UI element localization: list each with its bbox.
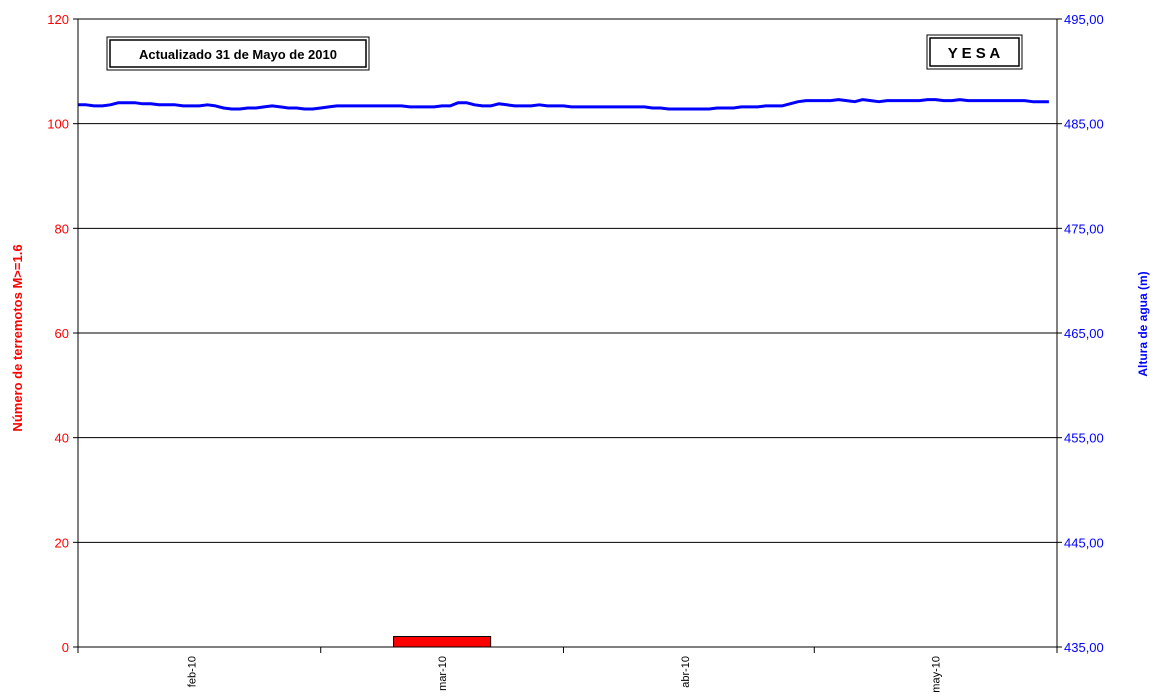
y-right-tick-label: 465,00: [1064, 326, 1104, 341]
x-tick-label: may-10: [931, 656, 943, 693]
bar-series: [393, 636, 492, 648]
station-label: Y E S A: [948, 45, 1001, 62]
grid-lines: [78, 123, 1057, 543]
y-left-tick-label: 60: [55, 326, 69, 341]
y-left-tick-label: 100: [47, 117, 69, 132]
line-water-level: [78, 98, 1049, 111]
update-label: Actualizado 31 de Mayo de 2010: [139, 47, 337, 62]
bar: [393, 636, 492, 648]
y-left-axis-title: Número de terremotos M>=1.6: [10, 244, 25, 431]
y-left-tick-label: 80: [55, 221, 69, 236]
y-right-tick-label: 455,00: [1064, 431, 1104, 446]
x-tick-label: mar-10: [437, 656, 449, 691]
x-tick-label: feb-10: [186, 656, 198, 687]
y-left-tick-label: 40: [55, 431, 69, 446]
y-left-tick-label: 120: [47, 12, 69, 27]
y-right-tick-label: 435,00: [1064, 640, 1104, 655]
y-left-tick-label: 20: [55, 535, 69, 550]
y-right-tick-label: 485,00: [1064, 117, 1104, 132]
y-right-tick-label: 475,00: [1064, 221, 1104, 236]
station-label-box: Y E S A: [926, 34, 1023, 70]
line-series: [78, 98, 1049, 111]
x-tick-label: abr-10: [680, 656, 692, 688]
y-left-tick-label: 0: [62, 640, 69, 655]
tick-labels: 0 435,00 20 445,00 40 455,00 60 465,00 80 475,00 1…: [47, 12, 1103, 693]
y-right-tick-label: 445,00: [1064, 535, 1104, 550]
update-label-box: Actualizado 31 de Mayo de 2010: [106, 36, 370, 71]
axes: [73, 18, 1062, 653]
y-right-tick-label: 495,00: [1064, 12, 1104, 27]
y-right-axis-title: Altura de agua (m): [1136, 271, 1150, 376]
